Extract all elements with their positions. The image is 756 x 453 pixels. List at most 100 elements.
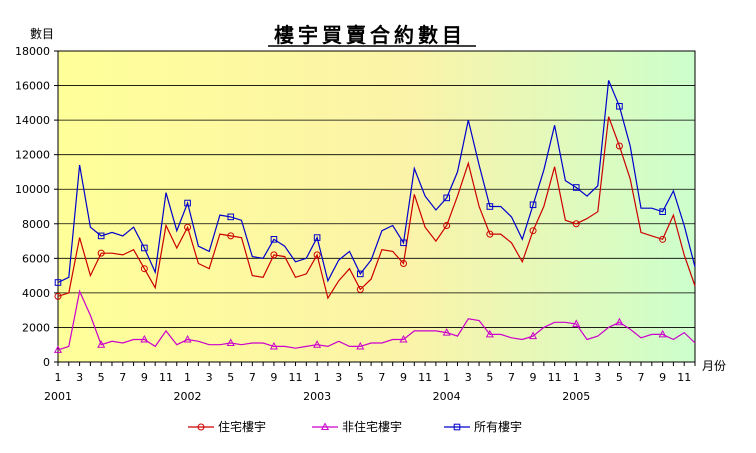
data-point [572,319,581,327]
series-1 [53,289,696,353]
series-2 [54,80,696,286]
x-tick-label: 9 [530,371,537,384]
x-tick-label: 5 [357,371,364,384]
x-tick-label: 3 [465,371,472,384]
data-point [399,334,408,343]
data-point [615,142,623,150]
x-tick-label: 1 [55,371,62,384]
y-axis-ticks: 0 2000 4000 6000 8000 10000 12000 14000 16000 180… [15,45,58,369]
x-tick-label: 3 [76,371,83,384]
legend-label: 住宅樓宇 [218,419,266,434]
year-label: 2004 [433,390,461,403]
series-group [53,80,696,353]
y-tick-label: 2000 [22,321,50,334]
y-tick-label: 16000 [15,80,50,93]
x-tick-label: 11 [548,371,562,384]
data-point [616,102,623,110]
year-label: 2003 [303,390,331,403]
x-tick-label: 1 [314,371,321,384]
data-point [443,194,450,202]
legend-item: 住宅樓宇 [188,419,266,434]
year-label: 2001 [44,390,72,403]
series-line [57,289,696,351]
legend-marker [197,423,205,431]
x-tick-label: 11 [289,371,303,384]
data-point [572,220,580,228]
data-point [184,199,191,207]
legend-label: 非住宅樓宇 [342,419,402,434]
data-point [529,201,537,209]
grid-lines [58,50,695,328]
data-point [54,279,62,286]
x-tick-label: 7 [508,371,515,384]
x-tick-label: 3 [206,371,213,384]
x-tick-label: 11 [159,371,173,384]
data-point [485,329,494,338]
x-tick-label: 5 [98,371,105,384]
legend-label: 所有樓宇 [474,419,522,434]
legend: 住宅樓宇 非住宅樓宇 所有樓宇 [188,419,522,434]
data-point [269,341,278,350]
data-point [183,334,192,343]
x-tick-label: 5 [486,371,493,384]
data-point [442,328,451,336]
x-tick-label: 9 [141,371,148,384]
y-tick-label: 4000 [22,287,50,300]
data-point [97,249,105,257]
y-tick-label: 0 [43,356,50,369]
x-tick-label: 11 [677,371,691,384]
data-point [443,222,451,230]
data-point [400,239,407,247]
data-point [313,234,321,241]
data-point [529,331,538,340]
y-tick-label: 10000 [15,183,50,196]
data-point [270,236,278,243]
y-tick-label: 12000 [15,149,50,162]
x-tick-label: 9 [400,371,407,384]
x-tick-label: 11 [418,371,432,384]
x-tick-label: 9 [659,371,666,384]
y-tick-label: 18000 [15,45,50,58]
data-point [313,251,321,259]
y-axis-label: 數目 [30,27,54,41]
legend-marker [453,423,461,431]
data-point [227,232,235,240]
data-point [140,334,149,343]
x-tick-label: 7 [249,371,256,384]
legend-item: 非住宅樓宇 [312,419,402,434]
chart-title: 樓宇買賣合約數目 [274,23,466,47]
data-point [356,341,365,350]
data-point [658,329,667,338]
y-tick-label: 6000 [22,252,50,265]
data-point [54,292,62,300]
x-tick-label: 7 [119,371,126,384]
plot-area [57,50,696,363]
year-label: 2005 [562,390,590,403]
data-point [313,340,322,348]
data-point [227,213,235,221]
x-tick-label: 1 [443,371,450,384]
series-0 [54,116,696,300]
y-tick-label: 8000 [22,218,50,231]
x-tick-label: 3 [594,371,601,384]
data-point [529,227,537,235]
data-point [572,184,580,191]
data-point [659,235,667,243]
x-tick-label: 1 [573,371,580,384]
x-axis-label: 月份 [702,359,726,373]
data-point [659,208,666,215]
x-tick-label: 5 [616,371,623,384]
year-label: 2002 [174,390,202,403]
data-point [357,270,364,278]
data-point [486,230,494,238]
data-point [184,223,192,231]
data-point [141,244,148,252]
x-tick-label: 7 [378,371,385,384]
x-tick-label: 3 [335,371,342,384]
x-tick-label: 1 [184,371,191,384]
x-tick-label: 5 [227,371,234,384]
data-point [615,317,624,326]
